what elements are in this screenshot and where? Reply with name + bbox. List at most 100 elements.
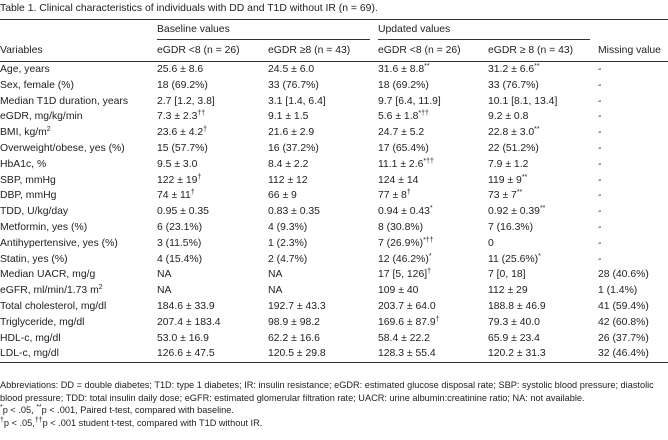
cell: 124 ± 14 [378,174,419,186]
cell: 10.1 [8.1, 13.4] [488,95,558,107]
table-row: SBP, mmHg 122 ± 19† 112 ± 12 124 ± 14 119 ± … [0,173,668,189]
superscript: 2 [46,126,51,134]
cell: 73 ± 7** [488,188,598,204]
cell: 66 ± 9 [268,190,297,202]
row-label: Sex, female (%) [0,79,74,91]
table-row: DBP, mmHg 74 ± 11† 66 ± 9 77 ± 8† 73 ± 7** - [0,188,668,204]
cell: 128.3 ± 55.4 [378,346,488,364]
cell: 24.7 ± 5.2 [378,127,425,139]
superscript: † [0,416,4,424]
cell: 0.94 ± 0.43* [378,204,488,220]
cell: 3 (11.5%) [157,237,202,249]
superscript: ** [539,205,546,213]
text-segment: p < .05, [3,417,35,428]
column-header: eGDR ≥ 8 (n = 43) [488,40,598,62]
cell: 0 [488,237,494,249]
text-segment: 17 [5, 126] [378,269,428,281]
cell: 112 ± 29 [488,285,528,297]
cell: 33 (76.7%) [268,79,319,91]
cell: - [598,142,602,154]
cell: 53.0 ± 16.9 [157,332,209,344]
cell: 17 (65.4%) [378,142,429,154]
table-row: Antihypertensive, yes (%) 3 (11.5%) 1 (2.3… [0,236,668,252]
cell: NA [157,285,172,297]
cell: 184.6 ± 33.9 [157,300,215,312]
cell: 169.6 ± 87.9† [378,315,488,331]
text-segment: 0.94 ± 0.43 [378,206,430,218]
cell: - [598,111,602,123]
superscript: ** [521,173,528,181]
cell: 11.1 ± 2.6*†† [378,157,488,173]
table-body: Age, years 25.6 ± 8.6 24.5 ± 6.0 31.6 ± 8.8… [0,62,668,364]
cell: NA [268,285,283,297]
cell: 7 (16.3%) [488,221,534,233]
text-segment: 77 ± 8 [378,190,407,202]
cell: 16 (37.2%) [268,142,319,154]
row-label: Metformin, yes (%) [0,221,88,233]
column-header: eGDR ≥8 (n = 43) [268,40,378,62]
row-label: HDL-c, mg/dl [0,332,61,344]
superscript: † [427,268,432,276]
cell: 11 (25.6%)* [488,252,598,268]
superscript: * [428,252,432,260]
table-row: Overweight/obese, yes (%) 15 (57.7%) 16 (3… [0,141,668,157]
cell: - [598,158,602,170]
cell: 9.7 [6.4, 11.9] [378,95,441,107]
superscript: *†† [423,236,434,244]
table-row: HbA1c, % 9.5 ± 3.0 8.4 ± 2.2 11.1 ± 2.6*†† 7… [0,157,668,173]
footnote: *p < .05, **p < .001, Paired t-test, com… [0,404,668,417]
cell: 22 (51.2%) [488,142,539,154]
cell: 31.2 ± 6.6** [488,62,598,78]
row-label: HbA1c, % [0,158,47,170]
cell: 18 (69.2%) [157,79,208,91]
cell: 42 (60.8%) [598,316,649,328]
table: Baseline values Updated values Variables… [0,19,668,364]
superscript: * [429,205,433,213]
text-segment: 11.1 ± 2.6 [378,158,424,170]
group-row: Baseline values Updated values [0,19,668,40]
text-segment: 7 (26.9%) [378,237,424,249]
text-segment: 31.2 ± 6.6 [488,64,535,75]
column-header: eGDR <8 (n = 26) [378,40,488,62]
cell: 8.4 ± 2.2 [268,158,309,170]
text-segment: 7.3 ± 2.3 [157,111,198,123]
cell: 21.6 ± 2.9 [268,127,315,139]
text-segment: 119 ± 9 [488,174,522,186]
text-segment: p < .05, [2,405,37,416]
row-label: BMI, kg/m2 [0,125,157,141]
text-segment: 23.6 ± 4.2 [157,127,204,139]
cell: 24.5 ± 6.0 [268,64,315,75]
cell: - [598,237,602,249]
cell: 26 (37.7%) [598,332,649,344]
superscript: † [197,173,202,181]
cell: 77 ± 8† [378,188,488,204]
row-label: eGDR, mg/kg/min [0,111,83,123]
superscript: †† [197,110,206,118]
cell: 9.5 ± 3.0 [157,158,198,170]
text-segment: BMI, kg/m [0,127,47,139]
column-header: Variables [0,40,157,62]
cell: 9.1 ± 1.5 [268,111,309,123]
text-segment: 73 ± 7 [488,190,517,202]
row-label: Median T1D duration, years [0,95,129,107]
superscript: ** [516,189,523,197]
cell: NA [268,269,283,281]
cell: 0.92 ± 0.39** [488,204,598,220]
superscript: † [435,315,440,323]
cell: 7.9 ± 1.2 [488,158,529,170]
table-header: Baseline values Updated values Variables… [0,19,668,62]
row-label: Antihypertensive, yes (%) [0,237,118,249]
superscript: † [406,189,411,197]
cell: 119 ± 9** [488,173,598,189]
superscript: † [190,189,195,197]
cell: - [598,95,602,107]
text-segment: 11 (25.6%) [488,253,539,265]
text-segment: 5.6 ± 1.8 [378,111,419,123]
table-row: Statin, yes (%) 4 (15.4%) 2 (4.7%) 12 (46.2… [0,252,668,268]
text-segment: 0.92 ± 0.39 [488,206,540,218]
footnote: †p < .05,††p < .001 student t-test, comp… [0,417,668,430]
table-row: LDL-c, mg/dl 126.6 ± 47.5 120.5 ± 29.8 128.… [0,346,668,364]
cell: 8 (30.8%) [378,221,424,233]
cell: 1 (1.4%) [598,285,638,297]
table-row: Triglyceride, mg/dl 207.4 ± 183.4 98.9 ± 9… [0,315,668,331]
